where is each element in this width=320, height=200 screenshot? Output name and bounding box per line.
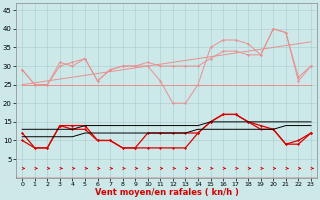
X-axis label: Vent moyen/en rafales ( kn/h ): Vent moyen/en rafales ( kn/h )	[95, 188, 238, 197]
